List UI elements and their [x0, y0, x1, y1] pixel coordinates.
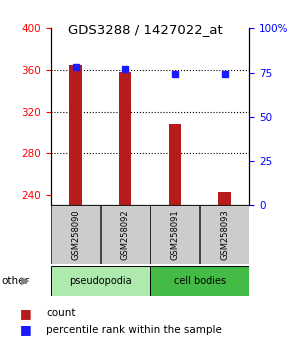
Text: ■: ■ — [20, 324, 32, 336]
Bar — [169, 124, 181, 205]
Bar — [69, 65, 82, 205]
Text: cell bodies: cell bodies — [174, 275, 226, 286]
Text: other: other — [1, 275, 29, 286]
Text: count: count — [46, 308, 76, 318]
Text: GSM258090: GSM258090 — [71, 209, 80, 260]
Bar — [51, 266, 150, 296]
Text: pseudopodia: pseudopodia — [69, 275, 132, 286]
Bar — [218, 192, 231, 205]
Bar — [51, 205, 100, 264]
Bar — [200, 205, 249, 264]
Text: GSM258093: GSM258093 — [220, 209, 229, 260]
Text: ■: ■ — [20, 307, 32, 320]
Text: GDS3288 / 1427022_at: GDS3288 / 1427022_at — [68, 23, 222, 36]
Bar — [119, 72, 131, 205]
Bar — [150, 205, 200, 264]
Bar — [101, 205, 150, 264]
Text: ▶: ▶ — [21, 275, 29, 286]
Text: GSM258091: GSM258091 — [171, 209, 180, 260]
Text: GSM258092: GSM258092 — [121, 209, 130, 260]
Bar — [150, 266, 249, 296]
Text: percentile rank within the sample: percentile rank within the sample — [46, 325, 222, 335]
